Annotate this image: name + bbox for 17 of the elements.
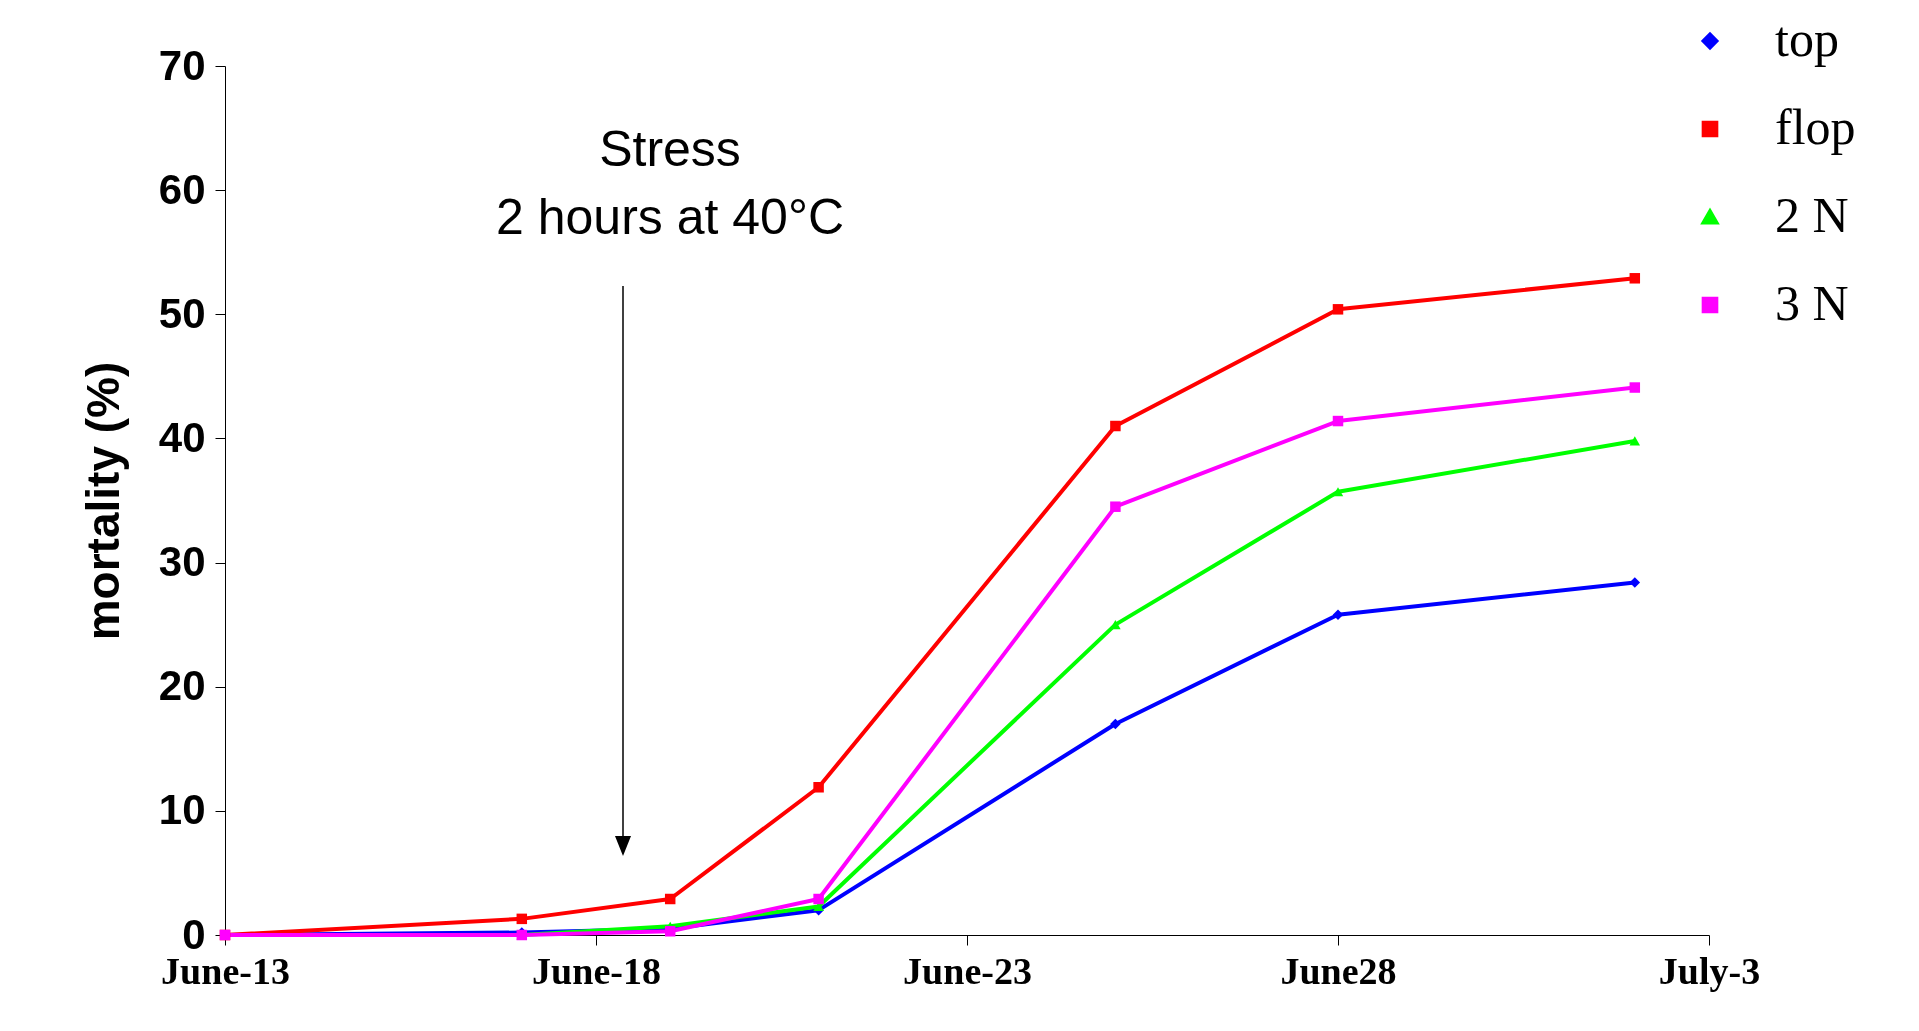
x-tick-label: June28 — [1280, 949, 1397, 992]
x-tick-label: July-3 — [1658, 949, 1761, 992]
y-tick-label: 60 — [158, 165, 206, 213]
x-tick-label: June-23 — [903, 949, 1032, 992]
x-tick-label: June-18 — [532, 949, 661, 992]
legend-label: 2 N — [1775, 187, 1849, 243]
legend-label: 3 N — [1775, 275, 1849, 331]
legend-label: top — [1775, 11, 1839, 67]
y-tick-label: 20 — [158, 662, 206, 710]
y-tick-label: 40 — [158, 413, 206, 461]
y-tick-label: 30 — [158, 538, 206, 586]
y-tick-label: 70 — [158, 41, 206, 89]
annotation: Stress 2 hours at 40°C — [496, 121, 844, 245]
y-axis-title: mortality (%) — [76, 361, 129, 641]
y-tick-label: 10 — [158, 786, 206, 834]
legend-label: flop — [1775, 99, 1856, 155]
y-tick-label: 50 — [158, 289, 206, 337]
